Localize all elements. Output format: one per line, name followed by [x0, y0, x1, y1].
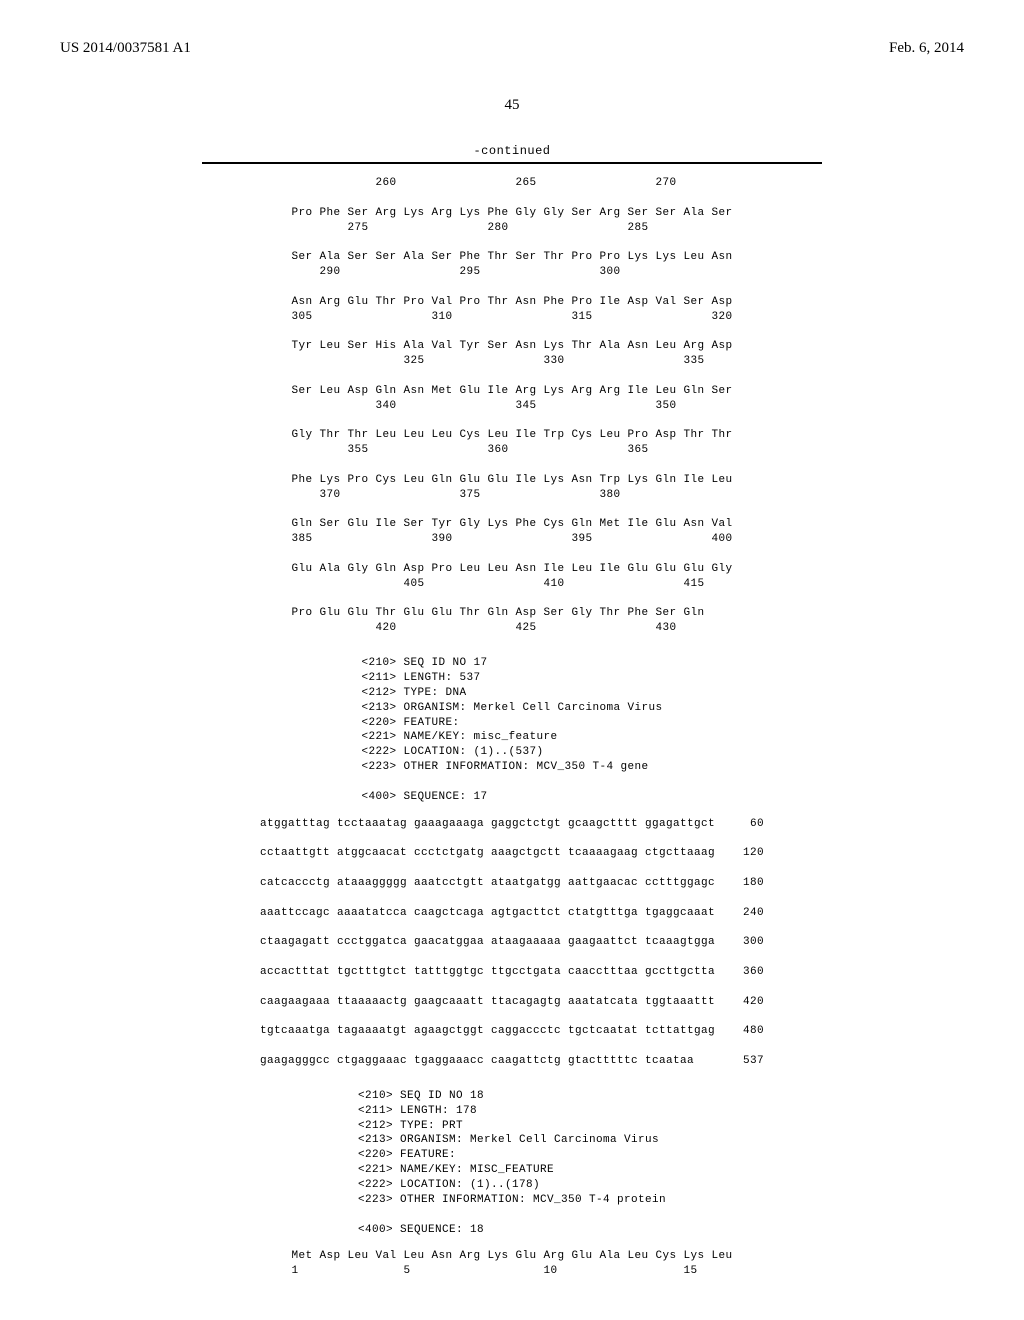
seq18-protein-sequence: Met Asp Leu Val Leu Asn Arg Lys Glu Arg … — [291, 1249, 732, 1279]
continued-rule — [202, 162, 822, 164]
seq18-header: <210> SEQ ID NO 18 <211> LENGTH: 178 <21… — [358, 1089, 666, 1237]
page-header: US 2014/0037581 A1 Feb. 6, 2014 — [60, 40, 964, 57]
seq17-dna-sequence: atggatttag tcctaaatag gaaagaaaga gaggctc… — [260, 817, 764, 1069]
continued-label: -continued — [202, 144, 822, 158]
publication-date: Feb. 6, 2014 — [889, 40, 964, 57]
publication-number: US 2014/0037581 A1 — [60, 40, 191, 57]
page-number: 45 — [60, 97, 964, 114]
protein-sequence-block: 260 265 270 Pro Phe Ser Arg Lys Arg Lys … — [291, 176, 732, 636]
seq17-header: <210> SEQ ID NO 17 <211> LENGTH: 537 <21… — [361, 656, 662, 804]
